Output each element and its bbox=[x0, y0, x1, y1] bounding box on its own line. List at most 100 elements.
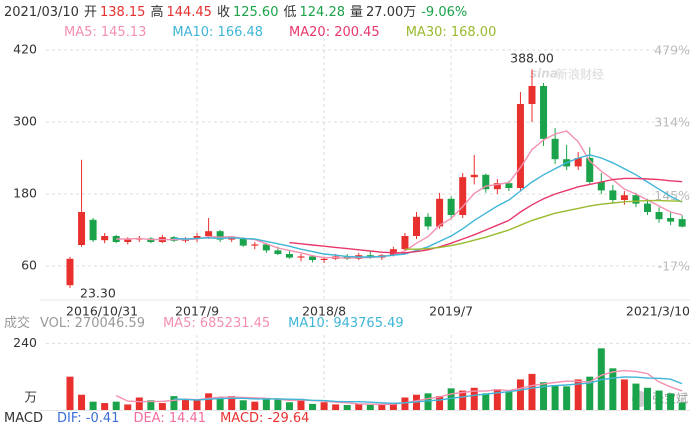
candle-body bbox=[551, 138, 559, 160]
y-tick-label: 180 bbox=[13, 186, 37, 201]
candle-body bbox=[413, 216, 420, 236]
ma-legend: MA5: 145.13 MA10: 166.48 MA20: 200.45 MA30:… bbox=[64, 25, 496, 40]
volume-bar bbox=[124, 404, 132, 410]
candle-body bbox=[540, 86, 548, 139]
volume-bar bbox=[239, 400, 247, 410]
volume-bar bbox=[89, 401, 97, 410]
candle-body bbox=[193, 236, 201, 239]
volume-bar bbox=[343, 405, 351, 410]
volume-bar bbox=[563, 386, 571, 410]
volume-bar bbox=[482, 393, 490, 410]
volume-bar bbox=[459, 390, 467, 410]
volume-bar bbox=[436, 396, 444, 410]
candle-body bbox=[459, 177, 467, 215]
legend-entry: MA10: 166.48 bbox=[172, 25, 263, 40]
volume-bar bbox=[551, 385, 559, 410]
candle-body bbox=[78, 212, 86, 245]
ma-line bbox=[173, 154, 683, 258]
low-annotation: 23.30 bbox=[80, 286, 116, 301]
candle-body bbox=[493, 183, 501, 190]
legend-entry: MA20: 200.45 bbox=[289, 25, 380, 40]
volume-bar bbox=[170, 396, 178, 410]
volume-bar bbox=[205, 393, 213, 410]
candle-body bbox=[528, 86, 536, 104]
volume-bar bbox=[274, 398, 282, 410]
candle-body bbox=[609, 190, 617, 200]
volume-bar bbox=[470, 387, 478, 410]
volume-bar bbox=[366, 405, 374, 410]
quote-label: 开 bbox=[84, 5, 97, 20]
volume-bar bbox=[678, 402, 686, 410]
volume-bar bbox=[493, 389, 501, 410]
volume-bar bbox=[528, 373, 536, 410]
volume-bar bbox=[632, 383, 640, 410]
quote-label: 收 bbox=[217, 5, 230, 20]
y2-tick-label: 479% bbox=[654, 43, 690, 58]
volume-bar bbox=[401, 397, 409, 410]
legend-entry: MA5: 685231.45 bbox=[163, 316, 270, 331]
volume-bar bbox=[574, 379, 582, 410]
y-unit-label: 万 bbox=[24, 390, 37, 405]
macd-item: DIF: -0.41 bbox=[57, 411, 119, 426]
watermark-logo: sina bbox=[530, 67, 558, 81]
y-tick-label: 60 bbox=[21, 258, 37, 273]
quote-change: -9.06% bbox=[421, 5, 467, 20]
volume-bar bbox=[309, 403, 317, 410]
candle-body bbox=[632, 195, 640, 204]
candle-body bbox=[447, 198, 455, 215]
candle-body bbox=[424, 216, 432, 227]
volume-bar bbox=[320, 402, 328, 410]
y-tick-label: 240 bbox=[13, 335, 37, 350]
volume-bar bbox=[251, 401, 259, 410]
volume-bar bbox=[297, 398, 305, 410]
candle-body bbox=[89, 219, 97, 241]
quote-label: 高 bbox=[150, 4, 163, 20]
volume-bar bbox=[332, 404, 340, 410]
volume-bar bbox=[216, 397, 224, 410]
candle-body bbox=[482, 174, 490, 190]
quote-value: 144.45 bbox=[166, 5, 212, 20]
x-tick-label: 2021/3/10 bbox=[626, 304, 690, 319]
volume-bar bbox=[540, 382, 548, 410]
quote-value: 27.00万 bbox=[366, 5, 416, 20]
y2-tick-label: -17% bbox=[658, 258, 690, 273]
y-tick-label: 420 bbox=[13, 42, 37, 57]
high-annotation: 388.00 bbox=[510, 51, 554, 66]
macd-item: MACD: -29.64 bbox=[220, 411, 309, 426]
candle-body bbox=[667, 218, 675, 222]
legend-entry: MA5: 145.13 bbox=[64, 25, 146, 40]
volume-bar bbox=[586, 376, 594, 410]
candle-body bbox=[401, 236, 409, 250]
candle-body bbox=[285, 254, 293, 258]
volume-label: VOL: 270046.59 bbox=[40, 316, 145, 331]
ma-line bbox=[289, 177, 683, 254]
volume-bar bbox=[516, 379, 524, 410]
volume-ma-line bbox=[173, 376, 683, 405]
x-tick-label: 2018/8 bbox=[302, 304, 346, 319]
macd-item: DEA: 14.41 bbox=[133, 411, 206, 426]
candle-body bbox=[586, 158, 594, 182]
volume-bar bbox=[424, 393, 432, 410]
quote-value: 124.28 bbox=[300, 5, 346, 20]
candle-body bbox=[320, 258, 328, 260]
candle-body bbox=[124, 239, 132, 242]
volume-bar bbox=[66, 376, 74, 410]
macd-header: MACD DIF: -0.41 DEA: 14.41 MACD: -29.64 bbox=[4, 411, 309, 426]
candle-body bbox=[470, 174, 478, 178]
volume-bar bbox=[285, 402, 293, 410]
candle-body bbox=[597, 182, 605, 191]
candle-body bbox=[505, 183, 513, 188]
candle-body bbox=[66, 258, 74, 286]
quote-label: 量 bbox=[350, 5, 363, 20]
candle-body bbox=[644, 203, 651, 212]
candle-body bbox=[436, 198, 444, 227]
volume-bar bbox=[644, 387, 651, 410]
quote-date: 2021/03/10 bbox=[4, 5, 79, 20]
candle-body bbox=[216, 231, 224, 240]
volume-title: 成交 bbox=[4, 315, 30, 331]
x-tick-label: 2017/9 bbox=[175, 304, 219, 319]
volume-bar bbox=[389, 403, 397, 410]
